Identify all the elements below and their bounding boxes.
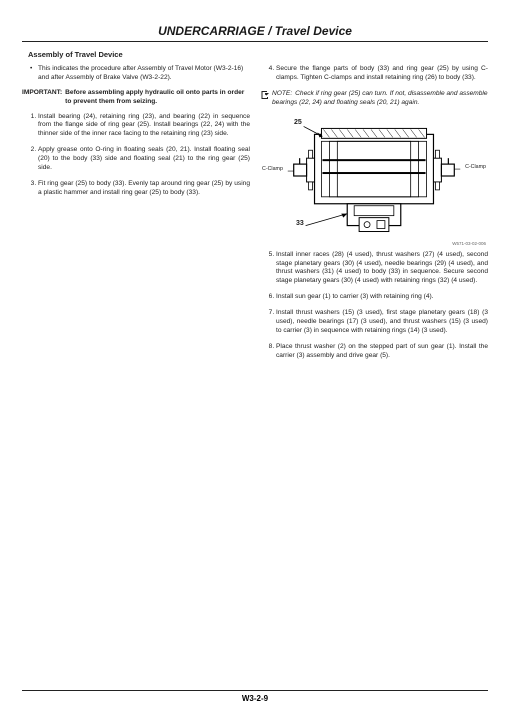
note-body: NOTE:Check if ring gear (25) can turn. I…: [272, 90, 488, 108]
section-title: Assembly of Travel Device: [28, 50, 488, 59]
callout-clamp-right: C-Clamp: [465, 164, 486, 171]
step-5: Install inner races (28) (4 used), thrus…: [276, 251, 488, 287]
step-1: Install bearing (24), retaining ring (23…: [38, 113, 250, 140]
step-6: Install sun gear (1) to carrier (3) with…: [276, 293, 488, 302]
two-column-layout: • This indicates the procedure after Ass…: [22, 65, 488, 368]
step-7: Install thrust washers (15) (3 used), fi…: [276, 309, 488, 336]
intro-bullet: • This indicates the procedure after Ass…: [30, 65, 250, 83]
diagram-svg: [260, 114, 488, 239]
diagram-code: W571-03-02-006: [260, 241, 486, 247]
important-block: IMPORTANT: Before assembling apply hydra…: [22, 89, 250, 107]
right-steps-list-b: Install inner races (28) (4 used), thrus…: [260, 251, 488, 361]
important-label: IMPORTANT:: [22, 89, 65, 107]
footer-rule: [22, 690, 488, 691]
intro-text: This indicates the procedure after Assem…: [38, 65, 250, 83]
page-title: UNDERCARRIAGE / Travel Device: [22, 24, 488, 41]
right-steps-list-a: Secure the flange parts of body (33) and…: [260, 65, 488, 83]
important-text: Before assembling apply hydraulic oil on…: [65, 89, 250, 107]
callout-25: 25: [294, 118, 302, 127]
callout-33: 33: [296, 219, 304, 228]
step-4: Secure the flange parts of body (33) and…: [276, 65, 488, 83]
note-text: Check if ring gear (25) can turn. If not…: [272, 90, 488, 106]
right-column: Secure the flange parts of body (33) and…: [260, 65, 488, 368]
header-rule: [22, 41, 488, 42]
step-8: Place thrust washer (2) on the stepped p…: [276, 343, 488, 361]
callout-clamp-left: C-Clamp: [262, 166, 283, 173]
step-2: Apply grease onto O-ring in floating sea…: [38, 146, 250, 173]
left-steps-list: Install bearing (24), retaining ring (23…: [22, 113, 250, 198]
note-label: NOTE:: [272, 90, 295, 97]
step-3: Fit ring gear (25) to body (33). Evenly …: [38, 180, 250, 198]
assembly-diagram: 25 33 C-Clamp C-Clamp: [260, 114, 488, 239]
left-column: • This indicates the procedure after Ass…: [22, 65, 250, 368]
page-number: W3-2-9: [22, 694, 488, 703]
bullet-dot-icon: •: [30, 65, 38, 83]
page-footer: W3-2-9: [22, 690, 488, 703]
note-block: NOTE:Check if ring gear (25) can turn. I…: [260, 90, 488, 108]
note-icon: [260, 90, 270, 100]
page: UNDERCARRIAGE / Travel Device Assembly o…: [0, 0, 510, 721]
